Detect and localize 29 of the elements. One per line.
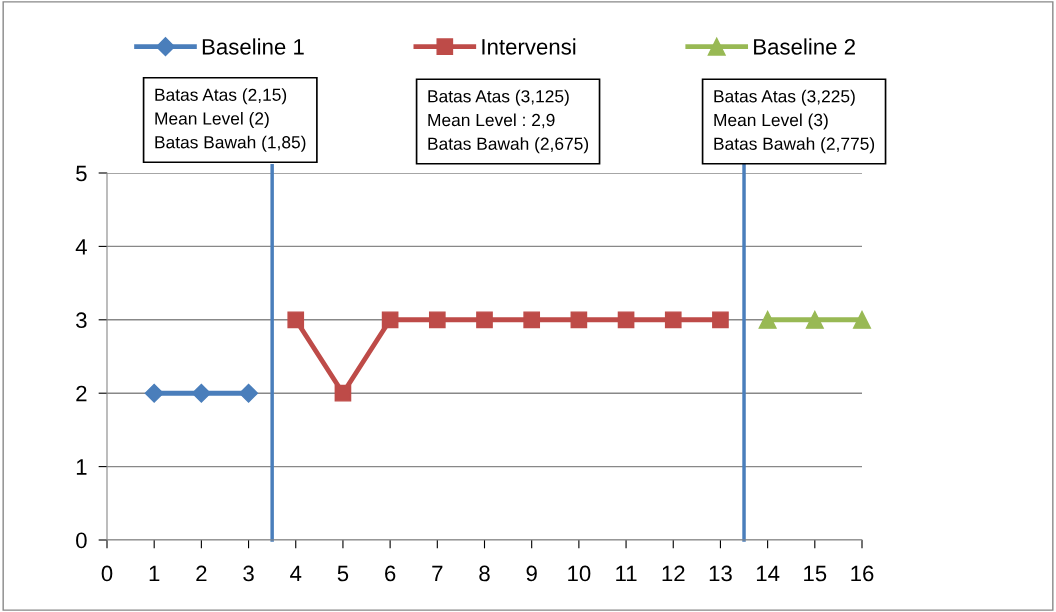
text: Batas Atas (3,225) Mean Level (3) Batas Bawah (2,775) [714, 89, 875, 154]
x-tick-label: 10 [568, 565, 591, 582]
x-tick-label: 7 [432, 565, 443, 582]
x-tick-label: 2 [196, 565, 207, 582]
x-tick-label: 3 [243, 565, 254, 582]
x-tick-label: 12 [662, 565, 685, 582]
x-tick-label: 11 [616, 565, 637, 582]
x-tick-label: 16 [851, 565, 874, 582]
x-tick-label: 13 [709, 565, 732, 582]
x-tick-label: 14 [756, 565, 780, 582]
x-tick-label: 6 [385, 565, 396, 582]
x-tick-label: 9 [526, 565, 537, 582]
x-tick-label: 1 [149, 565, 160, 582]
y-tick-label: 5 [76, 165, 87, 182]
text: Batas Atas (2,15) Mean Level (2) Batas Bawah (1,85) [155, 88, 306, 152]
y-tick-label: 1 [76, 459, 87, 475]
y-tick-label: 4 [75, 239, 87, 255]
legend-label: Baseline 1 [202, 38, 304, 55]
x-tick-label: 15 [804, 565, 827, 582]
x-tick-label: 0 [101, 565, 113, 582]
legend-label: Intervensi [482, 38, 576, 55]
y-tick-label: 0 [76, 532, 87, 549]
text: Batas Atas (3,125) Mean Level : 2,9 Batas Bawah (2,675) [428, 89, 589, 154]
x-tick-label: 5 [337, 565, 349, 582]
x-tick-label: 4 [290, 565, 302, 582]
legend-label: Baseline 2 [754, 38, 855, 55]
x-tick-label: 8 [479, 565, 490, 582]
y-tick-label: 2 [76, 385, 87, 402]
y-tick-label: 3 [76, 312, 87, 329]
